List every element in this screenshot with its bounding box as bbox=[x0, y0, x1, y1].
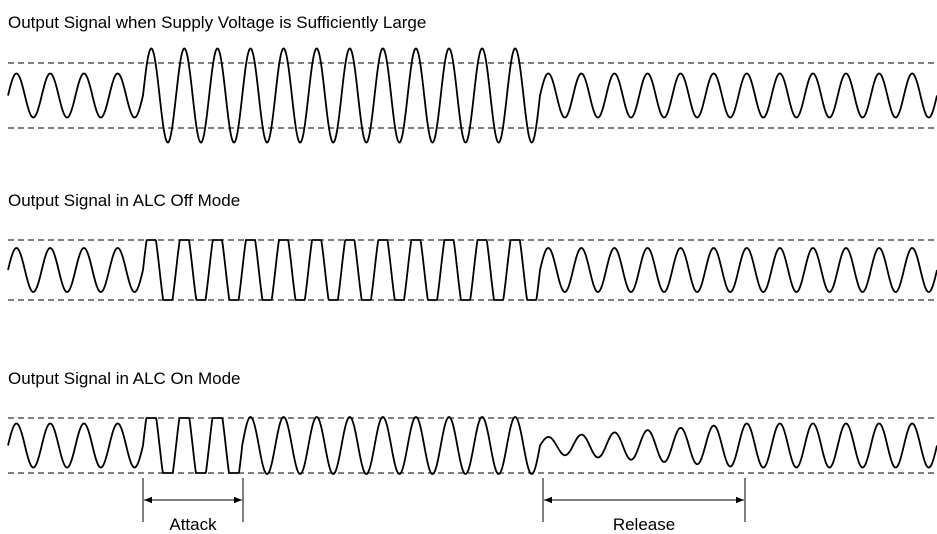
panel-title: Output Signal in ALC On Mode bbox=[8, 369, 240, 388]
waveform bbox=[7, 416, 937, 475]
panel-title: Output Signal when Supply Voltage is Suf… bbox=[8, 13, 426, 32]
attack-label: Attack bbox=[169, 515, 217, 534]
release-label: Release bbox=[613, 515, 675, 534]
panel-title: Output Signal in ALC Off Mode bbox=[8, 191, 240, 210]
waveform bbox=[7, 47, 937, 144]
waveform bbox=[7, 239, 937, 301]
